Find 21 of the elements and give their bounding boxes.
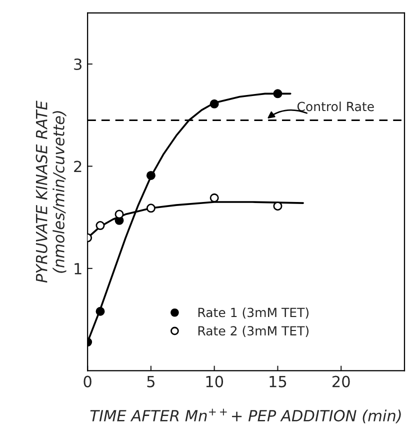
point xyxy=(210,99,219,108)
point xyxy=(96,221,105,230)
x-tick-label: 10 xyxy=(206,376,224,388)
x-axis-title: TIME AFTER Mn$^{++}$+ PEP ADDITION (min) xyxy=(90,408,401,424)
y-tick-label: 2 xyxy=(74,160,82,172)
x-tick-label: 0 xyxy=(84,376,92,388)
legend-label: Control Rate xyxy=(297,102,374,112)
point xyxy=(96,306,105,316)
legend-label: Rate 1 (3mM TET) xyxy=(198,308,308,319)
point xyxy=(146,204,156,213)
x-tick-label: 15 xyxy=(270,376,286,388)
point xyxy=(273,202,282,211)
point xyxy=(210,193,219,202)
y-tick-label: 3 xyxy=(74,58,82,70)
point xyxy=(146,170,156,180)
legend-label: Rate 2 (3mM TET) xyxy=(198,326,308,337)
point xyxy=(273,89,282,98)
x-tick-label: 20 xyxy=(332,376,350,388)
y-axis-title: PYRUVATE KINASE RATE (nmoles/min/cuvette) xyxy=(36,100,66,283)
x-tick-label: 5 xyxy=(147,376,154,388)
y-tick-label: 1 xyxy=(74,263,82,274)
